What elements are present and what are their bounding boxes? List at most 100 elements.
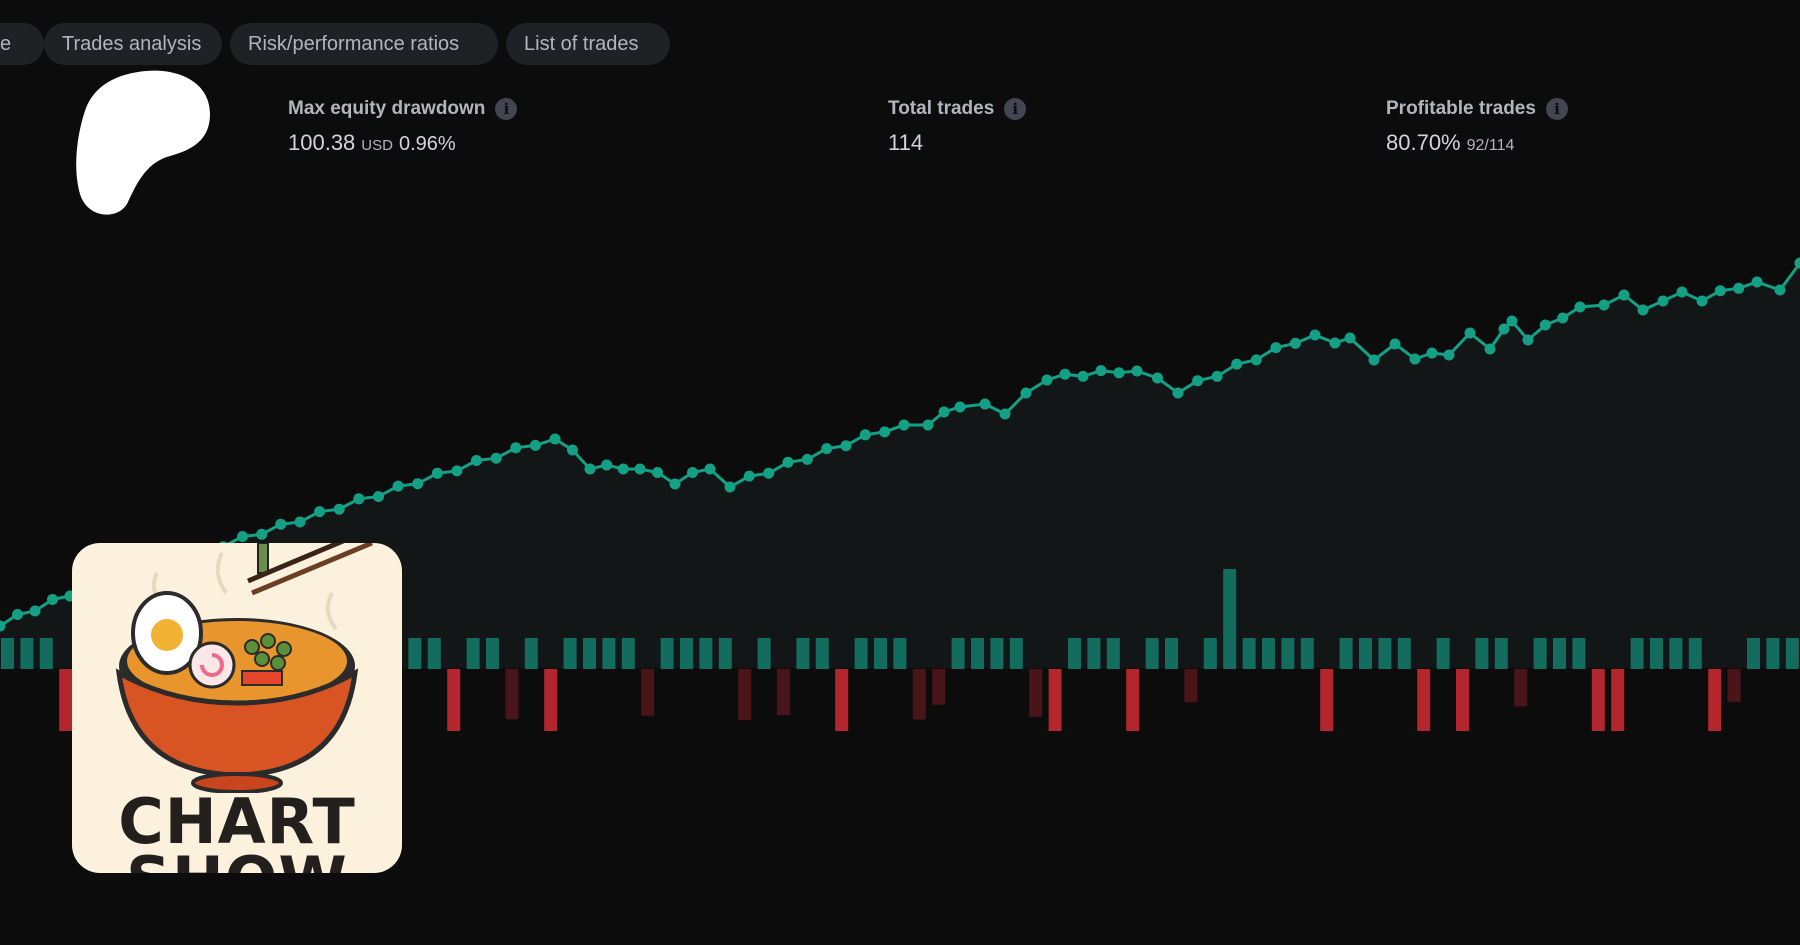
equity-point <box>431 467 443 479</box>
profit-bar <box>1785 638 1799 669</box>
equity-area <box>0 263 1800 668</box>
loss-bar <box>1514 669 1528 707</box>
equity-point <box>652 467 663 478</box>
loss-bar <box>1417 669 1431 731</box>
profit-bar <box>1688 638 1702 669</box>
profit-bar <box>408 638 422 669</box>
equity-point <box>12 609 23 620</box>
profit-bar <box>39 638 53 669</box>
profit-bar <box>1669 638 1683 669</box>
equity-point <box>256 528 268 540</box>
equity-point <box>471 455 482 466</box>
equity-point <box>1464 327 1476 339</box>
card-title-line-2: SHOW <box>72 849 402 874</box>
equity-point <box>237 531 248 542</box>
profit-bar <box>466 638 480 669</box>
equity-point <box>1329 337 1341 349</box>
profit-bar <box>971 638 984 669</box>
equity-point <box>353 493 365 505</box>
equity-point <box>1077 370 1089 382</box>
equity-point <box>412 478 424 490</box>
profit-bar <box>1650 638 1663 669</box>
equity-point <box>29 605 41 617</box>
profit-bar <box>1 638 14 669</box>
profit-bar <box>1242 638 1256 669</box>
profit-bar <box>1145 638 1159 669</box>
equity-point <box>1152 372 1163 384</box>
blob-logo-icon <box>76 70 210 215</box>
profit-bar <box>1223 569 1237 669</box>
equity-point <box>1598 299 1610 311</box>
equity-point <box>821 443 833 455</box>
equity-point <box>1774 284 1786 296</box>
tab-trades-analysis[interactable]: Trades analysis <box>44 23 222 65</box>
equity-point <box>763 467 775 479</box>
equity-point <box>687 467 698 478</box>
profit-bar <box>815 638 829 669</box>
stat-value: 114 <box>888 130 924 155</box>
equity-point <box>1733 282 1745 294</box>
equity-point <box>1618 289 1630 301</box>
profit-bar <box>1494 638 1508 669</box>
profit-bar <box>1165 638 1178 669</box>
profit-bar <box>1359 638 1372 669</box>
equity-point <box>584 463 596 475</box>
profit-bar <box>1068 638 1081 669</box>
equity-point <box>1172 387 1184 399</box>
equity-point <box>859 429 871 441</box>
stat-max-equity-drawdown: Max equity drawdown i 100.38 USD 0.96% <box>288 96 518 156</box>
equity-point <box>451 465 463 477</box>
equity-point <box>1498 323 1510 335</box>
profit-bar <box>990 638 1004 669</box>
equity-point <box>1696 295 1708 307</box>
tab-risk-performance-ratios[interactable]: Risk/performance ratios <box>230 23 498 65</box>
equity-point <box>294 516 306 528</box>
equity-point <box>1270 342 1282 354</box>
equity-point <box>1041 374 1053 386</box>
profit-bar <box>796 638 810 669</box>
equity-point <box>1095 365 1107 377</box>
tab-label: Trades analysis <box>62 33 202 55</box>
profit-bar <box>1203 638 1217 669</box>
stat-subvalue: 92/114 <box>1466 137 1515 154</box>
equity-point <box>704 463 716 475</box>
profit-bar <box>1281 638 1295 669</box>
profit-bar <box>1378 638 1392 669</box>
equity-point <box>1131 365 1143 377</box>
info-icon[interactable]: i <box>1545 98 1568 120</box>
loss-bar <box>1320 669 1334 731</box>
stat-label: Max equity drawdown <box>288 98 486 119</box>
equity-point <box>392 480 404 492</box>
profit-bar <box>660 638 674 669</box>
equity-point <box>1676 286 1688 298</box>
equity-point <box>724 481 736 493</box>
equity-point <box>669 478 681 490</box>
stat-label: Profitable trades <box>1386 98 1536 119</box>
equity-point <box>373 491 384 502</box>
loss-bar <box>932 669 946 705</box>
equity-point <box>1368 354 1380 366</box>
equity-point <box>1113 367 1125 379</box>
info-icon[interactable]: i <box>1004 98 1027 120</box>
chart-show-app-card[interactable]: CHART SHOW <box>72 543 402 873</box>
loss-bar <box>777 669 790 716</box>
loss-bar <box>544 669 558 731</box>
equity-point <box>1637 304 1649 316</box>
equity-point <box>1751 276 1763 288</box>
equity-point <box>1289 337 1301 349</box>
equity-point <box>1344 332 1356 344</box>
tab-performance[interactable]: ce <box>0 23 44 65</box>
loss-bar <box>1708 669 1722 731</box>
equity-point <box>1522 334 1534 346</box>
tab-list-of-trades[interactable]: List of trades <box>506 23 670 65</box>
equity-point <box>1309 329 1321 341</box>
equity-point <box>1484 343 1496 355</box>
equity-point <box>1539 319 1551 331</box>
info-icon[interactable]: i <box>495 98 518 120</box>
ramen-bowl-icon <box>115 543 373 793</box>
profit-bar <box>621 638 635 669</box>
equity-point <box>275 518 287 530</box>
equity-point <box>333 503 345 515</box>
equity-point <box>549 433 561 445</box>
